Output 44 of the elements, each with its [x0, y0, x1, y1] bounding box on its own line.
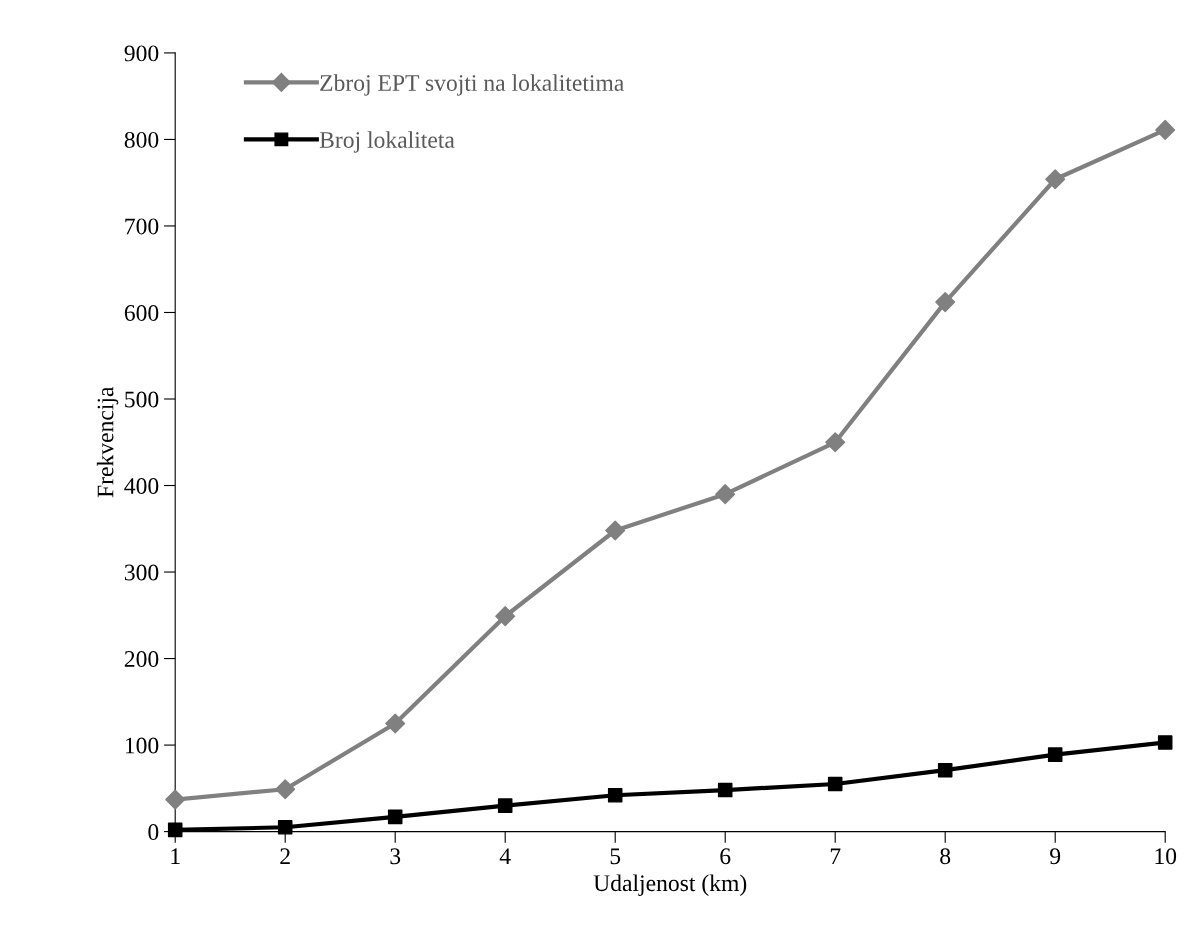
point: [937, 762, 953, 778]
y-tick-label: 0: [148, 824, 159, 841]
point: [165, 789, 186, 810]
point: [1047, 747, 1063, 762]
point: [167, 822, 183, 838]
point: [1155, 119, 1176, 140]
x-tick-label: 4: [499, 848, 511, 864]
x-tick-label: 1: [171, 848, 180, 864]
y-tick-label: 600: [124, 304, 159, 321]
point: [275, 779, 296, 800]
x-tick-label: 2: [280, 848, 290, 864]
point: [387, 809, 403, 825]
y-tick-label: 500: [125, 391, 159, 408]
point: [495, 606, 516, 627]
x-tick-label: 6: [720, 848, 731, 865]
point: [605, 520, 626, 541]
y-axis-title: Frekvencija: [96, 386, 119, 498]
x-tick-label: 7: [830, 848, 841, 864]
y-tick-label: 700: [125, 218, 159, 235]
point: [825, 432, 846, 453]
point: [935, 292, 956, 313]
y-tick-label: 100: [125, 737, 159, 754]
point: [497, 798, 513, 813]
legend-label: Broj lokaliteta: [319, 131, 455, 153]
x-tick-label: 8: [940, 848, 951, 865]
x-tick-label: 9: [1050, 848, 1061, 865]
y-tick-label: 200: [124, 651, 159, 667]
y-tick-label: 900: [124, 45, 159, 62]
legend-label: Zbroj EPT svojti na lokalitetima: [320, 74, 624, 96]
y-tick-label: 300: [124, 564, 159, 581]
y-tick-label: 800: [124, 131, 159, 148]
y-tick-label: 400: [124, 478, 159, 494]
point: [277, 819, 293, 835]
x-tick-label: 10: [1155, 848, 1177, 865]
point: [827, 776, 843, 792]
point: [715, 484, 736, 505]
x-tick-label: 3: [390, 848, 401, 865]
point: [1157, 735, 1173, 750]
x-axis-title: Udaljenost (km): [593, 874, 747, 896]
point: [717, 782, 733, 798]
x-tick-label: 5: [610, 848, 621, 865]
point: [607, 787, 623, 803]
point: [385, 713, 406, 734]
point: [1045, 169, 1066, 190]
